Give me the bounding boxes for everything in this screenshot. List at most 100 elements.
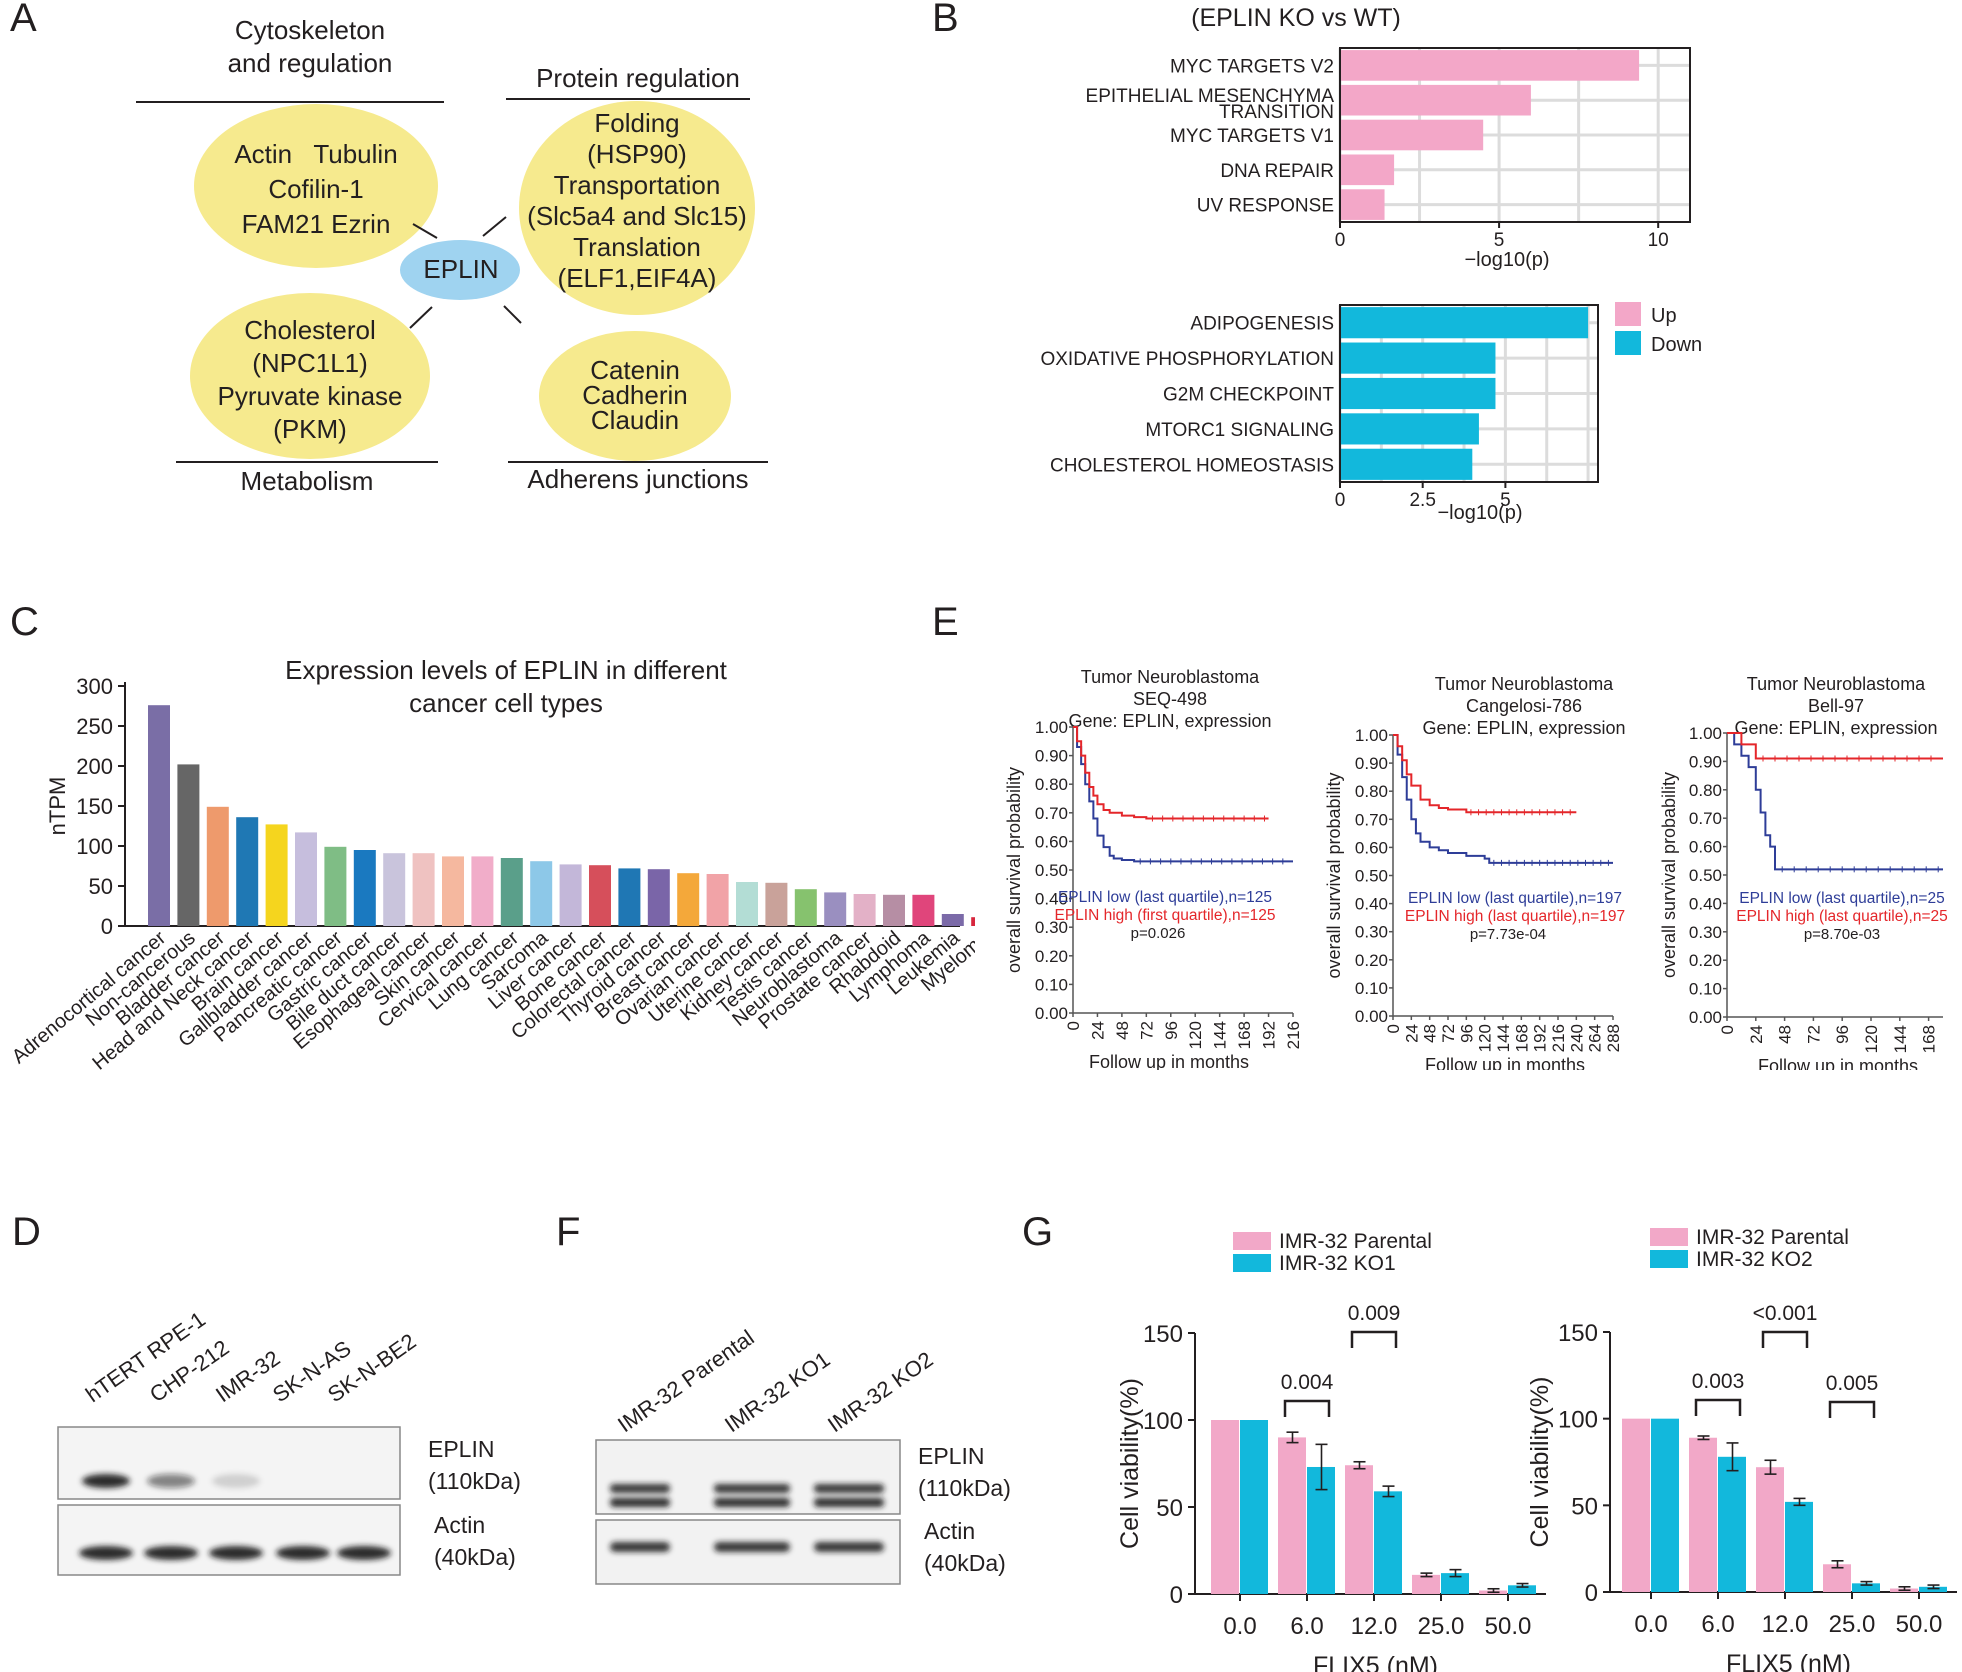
band-label: EPLIN (110kDa) xyxy=(428,1433,521,1497)
bar xyxy=(589,865,611,926)
enrichment-up-chart: MYC TARGETS V2 EPITHELIAL MESENCHYMATRANS… xyxy=(1086,47,1691,271)
bar xyxy=(1852,1583,1880,1592)
legend-label: EPLIN low (last quartile),n=125 xyxy=(1058,889,1272,906)
tick-label: 0.00 xyxy=(1689,1008,1722,1027)
eplin-band xyxy=(147,1474,195,1488)
metabolism-heading: Metabolism xyxy=(240,466,374,496)
bar xyxy=(1785,1501,1813,1592)
panel-letter-f: F xyxy=(556,1210,581,1254)
tick-label: 1.00 xyxy=(1689,724,1722,743)
adherens-list: Catenin Cadherin Claudin xyxy=(535,355,735,435)
band-label: Actin (40kDa) xyxy=(924,1515,1006,1579)
eplin-band xyxy=(212,1474,260,1488)
eplin-band xyxy=(814,1498,884,1507)
bar xyxy=(1374,1491,1402,1594)
significance-bracket xyxy=(1350,1330,1398,1348)
bar xyxy=(1340,189,1385,220)
expression-chart: 0 50 100 150 200 250 300 nTPM Expression levels … xyxy=(8,655,975,1075)
tick-label: 48 xyxy=(1776,1025,1795,1044)
survival-curve xyxy=(1073,726,1293,863)
eplin-bands xyxy=(610,1484,884,1507)
bar xyxy=(236,817,259,926)
blot-image xyxy=(595,1439,901,1585)
band-size: (40kDa) xyxy=(434,1544,516,1570)
bar xyxy=(1508,1585,1536,1594)
tick-label: 50 xyxy=(89,874,113,899)
tick-label: 72 xyxy=(1804,1025,1823,1044)
legend-label: EPLIN low (last quartile),n=197 xyxy=(1408,890,1622,907)
survival-curve xyxy=(1393,734,1613,864)
tick-label: 1.00 xyxy=(1355,726,1388,745)
bar xyxy=(647,869,670,926)
tick-label: 0.80 xyxy=(1355,782,1388,801)
eplin-band xyxy=(82,1474,130,1488)
legend-label: EPLIN high (last quartile),n=25 xyxy=(1736,908,1948,925)
bar xyxy=(1651,1418,1679,1592)
tick-label: 192 xyxy=(1260,1021,1279,1049)
axis-label: Follow up in months xyxy=(1089,1052,1249,1070)
tick-label: 0 xyxy=(1384,1024,1403,1033)
significance-bracket xyxy=(1828,1400,1876,1418)
bar xyxy=(1412,1574,1440,1594)
bar xyxy=(559,864,582,926)
chart-title: Tumor Neuroblastoma xyxy=(1435,674,1614,694)
survival-curve xyxy=(1073,726,1269,820)
p-value-label: 0.003 xyxy=(1692,1370,1745,1393)
connector-line xyxy=(412,223,438,239)
list-item: Cadherin xyxy=(582,380,688,410)
tick-label: 120 xyxy=(1476,1024,1495,1052)
adherens-oval xyxy=(539,331,731,461)
p-value-label: <0.001 xyxy=(1753,1302,1818,1325)
adherens-heading: Adherens junctions xyxy=(527,464,749,494)
significance-bracket xyxy=(1283,1399,1331,1417)
divider xyxy=(136,101,444,103)
tick-label: 0 xyxy=(1335,230,1346,251)
blot-membrane xyxy=(57,1504,401,1576)
enrichment-charts: (EPLIN KO vs WT) MYC TARGETS V2 EPITHELIA… xyxy=(1040,4,1702,524)
category-label: MYC TARGETS V2 xyxy=(1170,56,1334,77)
axis-label: −log10(p) xyxy=(1464,249,1549,271)
bar xyxy=(1345,1465,1373,1594)
eplin-center-label: EPLIN xyxy=(423,254,499,284)
list-item: Claudin xyxy=(590,405,680,435)
tick-label: 0 xyxy=(1335,490,1346,511)
legend-swatch xyxy=(1650,1228,1688,1246)
tick-label: 144 xyxy=(1494,1024,1513,1052)
chart-title: Tumor Neuroblastoma xyxy=(1747,674,1926,694)
band-label: Actin (40kDa) xyxy=(434,1509,516,1573)
tick-label: 25.0 xyxy=(1418,1613,1465,1640)
survival-charts: 0.00 0.10 0.20 0.30 0.40 0.50 0.60 0.70 0.80 0.90… xyxy=(1004,667,1948,1070)
tick-label: 0.80 xyxy=(1689,781,1722,800)
bar xyxy=(1340,342,1496,374)
tick-label: 72 xyxy=(1137,1021,1156,1040)
viability-chart: 0 50 100 150 Cell viability(%) FLIX5 (nM) 0.0 6… xyxy=(1116,1230,1546,1672)
list-item: Catenin xyxy=(590,355,680,385)
heading-line: and regulation xyxy=(227,48,393,78)
tick-label: 0.40 xyxy=(1355,895,1388,914)
tick-label: 0.00 xyxy=(1355,1007,1388,1026)
panel-letter-a: A xyxy=(10,0,37,40)
tick-label: 0.50 xyxy=(1355,867,1388,886)
bar xyxy=(177,764,200,926)
legend-label: IMR-32 Parental xyxy=(1696,1226,1849,1249)
bar xyxy=(853,894,876,926)
enrichment-down-chart: ADIPOGENESIS OXIDATIVE PHOSPHORYLATION G2M… xyxy=(1040,304,1599,524)
category-label: MYC TARGETS V1 xyxy=(1170,126,1334,147)
cytoskeleton-heading: Cytoskeleton and regulation xyxy=(140,14,480,80)
divider xyxy=(508,461,768,463)
tick-label: 12.0 xyxy=(1351,1613,1398,1640)
tick-label: 0.20 xyxy=(1035,947,1068,966)
legend-down-swatch xyxy=(1615,331,1641,355)
bar xyxy=(912,894,935,926)
tick-label: 0.10 xyxy=(1689,980,1722,999)
axis-label: Cell viability(%) xyxy=(1116,1378,1144,1549)
tick-label: 0.90 xyxy=(1035,747,1068,766)
tick-label: 300 xyxy=(76,674,113,699)
protein-regulation-heading: Protein regulation xyxy=(536,63,740,93)
chart-title: Bell-97 xyxy=(1808,696,1864,716)
eplin-band xyxy=(714,1484,790,1493)
axis-label: overall survival probability xyxy=(1324,772,1344,978)
tick-label: 0.20 xyxy=(1689,951,1722,970)
tick-label: 50 xyxy=(1571,1493,1598,1520)
tick-label: 0 xyxy=(1064,1021,1083,1030)
